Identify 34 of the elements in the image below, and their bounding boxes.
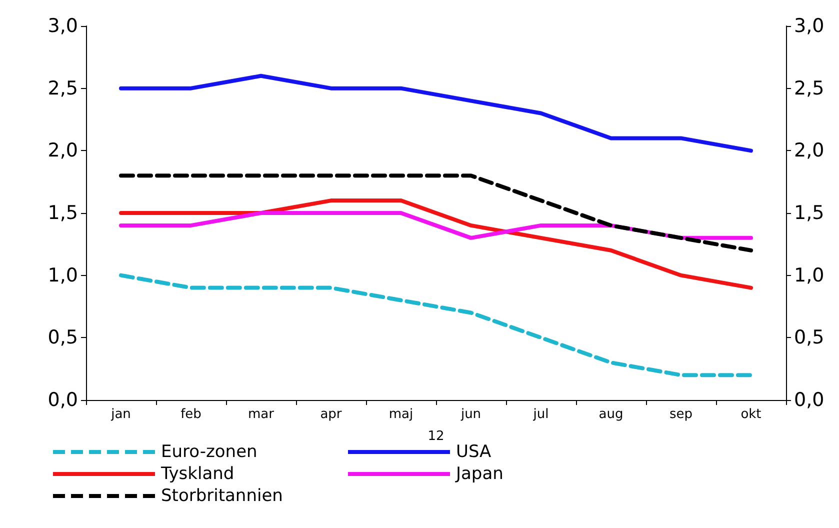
y-tick-label: 2,5 bbox=[48, 77, 78, 100]
line-series bbox=[119, 174, 753, 252]
y2-tick-label: 0,0 bbox=[794, 389, 824, 411]
x-axis-title: 12 bbox=[428, 429, 444, 444]
line-series bbox=[119, 273, 753, 378]
y-tick-label: 1,0 bbox=[48, 264, 78, 286]
y-tick-label: 0,0 bbox=[48, 389, 78, 411]
x-tick-label: maj bbox=[388, 407, 414, 422]
line-series bbox=[119, 74, 753, 153]
legend-label: Storbritannien bbox=[161, 486, 283, 506]
y2-tick-label: 2,0 bbox=[794, 140, 824, 162]
y-tick-label: 1,5 bbox=[48, 202, 78, 224]
x-tick-label: okt bbox=[740, 407, 762, 422]
x-tick-label: jan bbox=[110, 407, 131, 422]
x-tick-label: jul bbox=[532, 407, 549, 422]
x-tick-label: sep bbox=[669, 407, 693, 422]
y-tick-label: 2,0 bbox=[48, 140, 78, 162]
x-tick-label: mar bbox=[248, 407, 275, 422]
line-series bbox=[119, 198, 753, 290]
y2-tick-label: 1,0 bbox=[794, 264, 824, 286]
x-tick-label: jun bbox=[460, 407, 482, 422]
legend-label: Tyskland bbox=[160, 464, 234, 484]
x-tick-label: aug bbox=[598, 407, 624, 422]
x-tick-label: apr bbox=[320, 407, 342, 422]
legend-label: Euro-zonen bbox=[161, 442, 258, 462]
legend-label: USA bbox=[456, 442, 492, 462]
y-tick-label: 3,0 bbox=[48, 15, 78, 37]
y2-tick-label: 2,5 bbox=[794, 77, 824, 100]
y2-tick-label: 3,0 bbox=[794, 15, 824, 37]
x-tick-label: feb bbox=[180, 407, 202, 422]
legend-label: Japan bbox=[455, 464, 504, 484]
y2-tick-label: 1,5 bbox=[794, 202, 824, 224]
y-tick-label: 0,5 bbox=[48, 326, 78, 349]
y2-tick-label: 0,5 bbox=[794, 326, 824, 349]
